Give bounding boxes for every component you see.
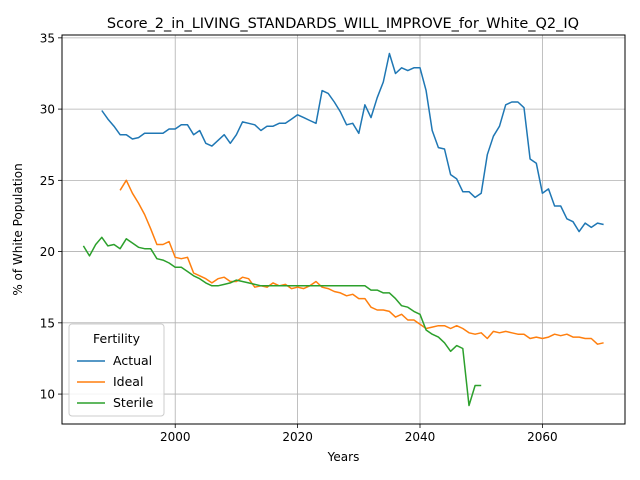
y-tick-label: 25 [40, 174, 55, 188]
legend-title: Fertility [93, 331, 141, 346]
legend-label-ideal: Ideal [113, 374, 143, 389]
series-line-actual [101, 52, 604, 233]
legend-label-sterile: Sterile [113, 395, 154, 410]
y-tick-label: 30 [40, 103, 55, 117]
x-axis-label: Years [327, 450, 360, 464]
y-tick-label: 35 [40, 31, 55, 45]
plot-area-frame [61, 34, 626, 425]
axis-ticks: 2000 2020 2040 2060 10 15 20 25 30 35 [40, 31, 558, 444]
y-axis-label: % of White Population [11, 163, 25, 295]
series-line-ideal [119, 179, 604, 345]
y-tick-label: 15 [40, 316, 55, 330]
y-tick-label: 20 [40, 245, 55, 259]
x-tick-label: 2040 [405, 430, 436, 444]
series-lines [82, 52, 604, 407]
legend: Fertility Actual Ideal Sterile [68, 323, 165, 417]
legend-label-actual: Actual [113, 353, 152, 368]
legend-box [68, 323, 165, 417]
x-tick-label: 2020 [282, 430, 313, 444]
x-tick-label: 2000 [160, 430, 191, 444]
chart-title: Score_2_in_LIVING_STANDARDS_WILL_IMPROVE… [107, 16, 579, 32]
x-tick-label: 2060 [527, 430, 558, 444]
series-line-sterile [82, 236, 482, 407]
grid-lines [62, 35, 625, 424]
y-tick-label: 10 [40, 388, 55, 402]
